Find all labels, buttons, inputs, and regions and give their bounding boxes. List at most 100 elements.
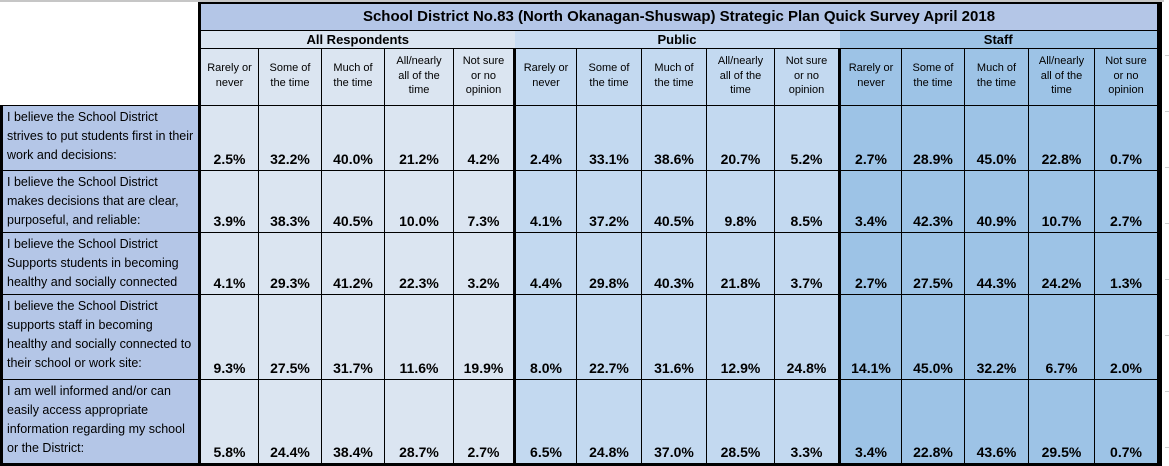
value-cell[interactable]: 45.0% [964, 104, 1029, 171]
value-cell[interactable]: 22.3% [384, 231, 454, 295]
question-label[interactable]: I believe the School District makes deci… [0, 169, 200, 233]
value-cell[interactable]: 28.5% [706, 378, 775, 466]
value-cell[interactable]: 6.7% [1028, 293, 1095, 380]
group-header-public[interactable]: Public [514, 29, 840, 49]
header-ar-not-sure[interactable]: Not sure or no opinion [453, 47, 515, 106]
value-cell[interactable]: 28.9% [901, 104, 965, 171]
value-cell[interactable]: 29.8% [576, 231, 642, 295]
value-cell[interactable]: 24.8% [774, 293, 840, 380]
value-cell[interactable]: 40.3% [641, 231, 707, 295]
value-cell[interactable]: 22.7% [576, 293, 642, 380]
value-cell[interactable]: 21.8% [706, 231, 775, 295]
question-label[interactable]: I believe the School District supports s… [0, 293, 200, 380]
value-cell[interactable]: 24.2% [1028, 231, 1095, 295]
value-cell[interactable]: 45.0% [901, 293, 965, 380]
group-header-staff[interactable]: Staff [839, 29, 1162, 49]
value-cell[interactable]: 31.6% [641, 293, 707, 380]
value-cell[interactable]: 32.2% [964, 293, 1029, 380]
value-cell[interactable]: 27.5% [258, 293, 322, 380]
value-cell[interactable]: 40.9% [964, 169, 1029, 233]
header-public-much-of-the-time[interactable]: Much of the time [641, 47, 707, 106]
value-cell[interactable]: 12.9% [706, 293, 775, 380]
question-label[interactable]: I am well informed and/or can easily acc… [0, 378, 200, 466]
header-staff-some-of-the-time[interactable]: Some of the time [901, 47, 965, 106]
value-cell[interactable]: 0.7% [1094, 378, 1162, 466]
header-ar-much-of-the-time[interactable]: Much of the time [321, 47, 385, 106]
value-cell[interactable]: 6.5% [513, 378, 577, 466]
value-cell[interactable]: 8.5% [774, 169, 840, 233]
value-cell[interactable]: 20.7% [706, 104, 775, 171]
value-cell[interactable]: 38.4% [321, 378, 385, 466]
value-cell[interactable]: 31.7% [321, 293, 385, 380]
value-cell[interactable]: 2.7% [453, 378, 515, 466]
header-public-all-nearly-all[interactable]: All/nearly all of the time [706, 47, 775, 106]
header-public-some-of-the-time[interactable]: Some of the time [576, 47, 642, 106]
value-cell[interactable]: 4.1% [198, 231, 259, 295]
question-label[interactable]: I believe the School District strives to… [0, 104, 200, 171]
value-cell[interactable]: 37.0% [641, 378, 707, 466]
header-ar-rarely-or-never[interactable]: Rarely or never [198, 47, 259, 106]
value-cell[interactable]: 43.6% [964, 378, 1029, 466]
value-cell[interactable]: 33.1% [576, 104, 642, 171]
value-cell[interactable]: 4.2% [453, 104, 515, 171]
value-cell[interactable]: 41.2% [321, 231, 385, 295]
value-cell[interactable]: 2.4% [513, 104, 577, 171]
value-cell[interactable]: 2.0% [1094, 293, 1162, 380]
value-cell[interactable]: 5.8% [198, 378, 259, 466]
value-cell[interactable]: 3.4% [838, 169, 902, 233]
value-cell[interactable]: 9.8% [706, 169, 775, 233]
value-cell[interactable]: 3.7% [774, 231, 840, 295]
corner-blank-cell[interactable] [1, 3, 200, 105]
value-cell[interactable]: 3.2% [453, 231, 515, 295]
value-cell[interactable]: 8.0% [513, 293, 577, 380]
value-cell[interactable]: 29.3% [258, 231, 322, 295]
value-cell[interactable]: 22.8% [901, 378, 965, 466]
value-cell[interactable]: 44.3% [964, 231, 1029, 295]
header-staff-all-nearly-all[interactable]: All/nearly all of the time [1028, 47, 1095, 106]
header-ar-some-of-the-time[interactable]: Some of the time [258, 47, 322, 106]
value-cell[interactable]: 3.3% [774, 378, 840, 466]
value-cell[interactable]: 9.3% [198, 293, 259, 380]
value-cell[interactable]: 24.8% [576, 378, 642, 466]
value-cell[interactable]: 2.7% [838, 231, 902, 295]
value-cell[interactable]: 29.5% [1028, 378, 1095, 466]
value-cell[interactable]: 3.9% [198, 169, 259, 233]
header-staff-much-of-the-time[interactable]: Much of the time [964, 47, 1029, 106]
value-cell[interactable]: 21.2% [384, 104, 454, 171]
value-cell[interactable]: 38.6% [641, 104, 707, 171]
table-row: I am well informed and/or can easily acc… [0, 378, 1162, 466]
header-ar-all-nearly-all[interactable]: All/nearly all of the time [384, 47, 454, 106]
value-cell[interactable]: 4.1% [513, 169, 577, 233]
value-cell[interactable]: 2.7% [1094, 169, 1162, 233]
value-cell[interactable]: 19.9% [453, 293, 515, 380]
value-cell[interactable]: 0.7% [1094, 104, 1162, 171]
value-cell[interactable]: 14.1% [838, 293, 902, 380]
value-cell[interactable]: 2.5% [198, 104, 259, 171]
value-cell[interactable]: 27.5% [901, 231, 965, 295]
value-cell[interactable]: 10.7% [1028, 169, 1095, 233]
header-staff-rarely-or-never[interactable]: Rarely or never [838, 47, 902, 106]
value-cell[interactable]: 11.6% [384, 293, 454, 380]
value-cell[interactable]: 7.3% [453, 169, 515, 233]
value-cell[interactable]: 1.3% [1094, 231, 1162, 295]
value-cell[interactable]: 37.2% [576, 169, 642, 233]
value-cell[interactable]: 40.5% [321, 169, 385, 233]
value-cell[interactable]: 32.2% [258, 104, 322, 171]
header-public-not-sure[interactable]: Not sure or no opinion [774, 47, 840, 106]
value-cell[interactable]: 2.7% [838, 104, 902, 171]
value-cell[interactable]: 24.4% [258, 378, 322, 466]
header-staff-not-sure[interactable]: Not sure or no opinion [1094, 47, 1162, 106]
value-cell[interactable]: 40.0% [321, 104, 385, 171]
value-cell[interactable]: 28.7% [384, 378, 454, 466]
value-cell[interactable]: 22.8% [1028, 104, 1095, 171]
value-cell[interactable]: 10.0% [384, 169, 454, 233]
value-cell[interactable]: 42.3% [901, 169, 965, 233]
group-header-all-respondents[interactable]: All Respondents [198, 29, 515, 49]
header-public-rarely-or-never[interactable]: Rarely or never [513, 47, 577, 106]
value-cell[interactable]: 4.4% [513, 231, 577, 295]
question-label[interactable]: I believe the School District Supports s… [0, 231, 200, 295]
value-cell[interactable]: 5.2% [774, 104, 840, 171]
value-cell[interactable]: 3.4% [838, 378, 902, 466]
value-cell[interactable]: 38.3% [258, 169, 322, 233]
value-cell[interactable]: 40.5% [641, 169, 707, 233]
